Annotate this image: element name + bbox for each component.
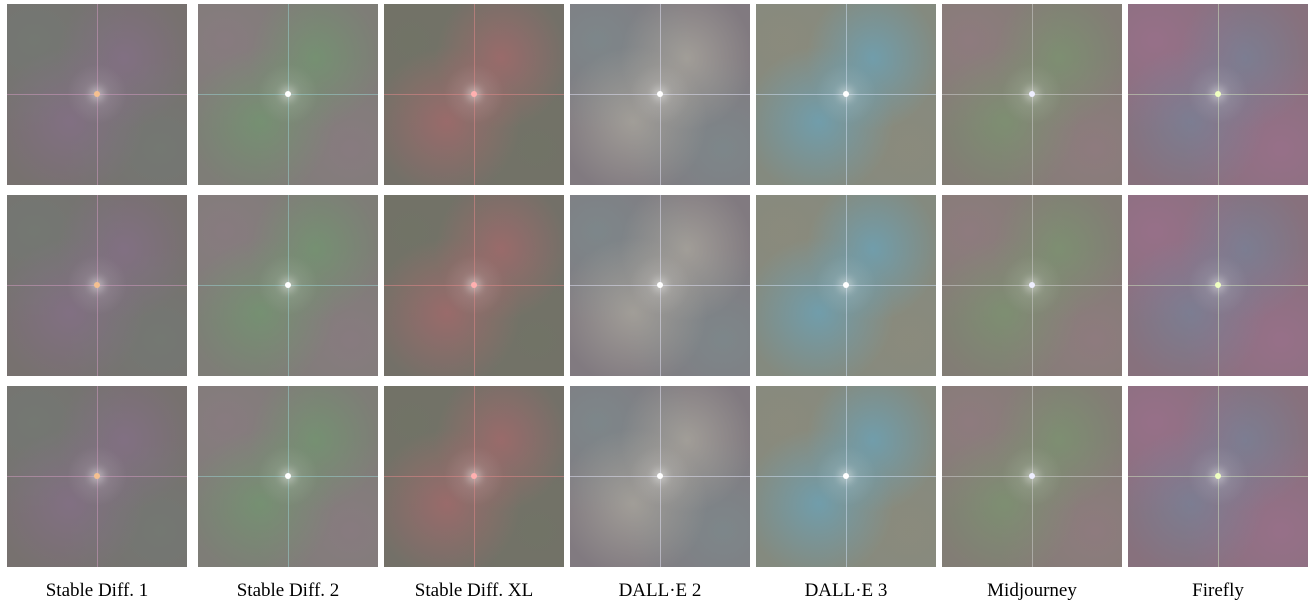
spectrum-peak: [1215, 282, 1221, 288]
spectrum-image: [942, 386, 1122, 567]
spectrum-image: [942, 195, 1122, 376]
spectrum-peak: [1029, 473, 1035, 479]
column-label: Stable Diff. XL: [384, 580, 564, 602]
spectrum-peak: [1029, 282, 1035, 288]
spectrum-image: [198, 4, 378, 185]
spectrum-image: [1128, 4, 1308, 185]
spectrum-image: [384, 386, 564, 567]
spectrum-image: [756, 195, 936, 376]
spectrum-image: [1128, 195, 1308, 376]
spectrum-peak: [471, 282, 477, 288]
spectrum-image: [198, 195, 378, 376]
column-label: Stable Diff. 1: [7, 580, 187, 602]
spectrum-peak: [471, 91, 477, 97]
spectrum-peak: [1215, 91, 1221, 97]
figure: Stable Diff. 1 Stable Diff. 2 Stable Diff.…: [0, 0, 1314, 608]
spectrum-peak: [94, 91, 100, 97]
column-label: DALL·E 3: [756, 580, 936, 602]
spectrum-image: [942, 4, 1122, 185]
spectrum-image: [756, 386, 936, 567]
spectrum-peak: [94, 282, 100, 288]
spectrum-peak: [657, 282, 663, 288]
spectrum-peak: [285, 91, 291, 97]
spectrum-image: [7, 195, 187, 376]
spectrum-image: [1128, 386, 1308, 567]
spectrum-image: [756, 4, 936, 185]
spectrum-peak: [1215, 473, 1221, 479]
spectrum-peak: [285, 282, 291, 288]
spectrum-peak: [657, 473, 663, 479]
spectrum-peak: [843, 282, 849, 288]
spectrum-image: [570, 386, 750, 567]
spectrum-image: [384, 4, 564, 185]
spectrum-image: [384, 195, 564, 376]
column-label: DALL·E 2: [570, 580, 750, 602]
column-label: Stable Diff. 2: [198, 580, 378, 602]
spectrum-peak: [471, 473, 477, 479]
spectrum-peak: [94, 473, 100, 479]
column-label: Firefly: [1128, 580, 1308, 602]
spectrum-peak: [843, 473, 849, 479]
spectrum-image: [7, 4, 187, 185]
spectrum-image: [570, 4, 750, 185]
spectrum-image: [198, 386, 378, 567]
spectrum-peak: [1029, 91, 1035, 97]
column-label: Midjourney: [942, 580, 1122, 602]
spectrum-peak: [657, 91, 663, 97]
spectrum-peak: [843, 91, 849, 97]
spectrum-image: [7, 386, 187, 567]
spectrum-image: [570, 195, 750, 376]
spectrum-peak: [285, 473, 291, 479]
